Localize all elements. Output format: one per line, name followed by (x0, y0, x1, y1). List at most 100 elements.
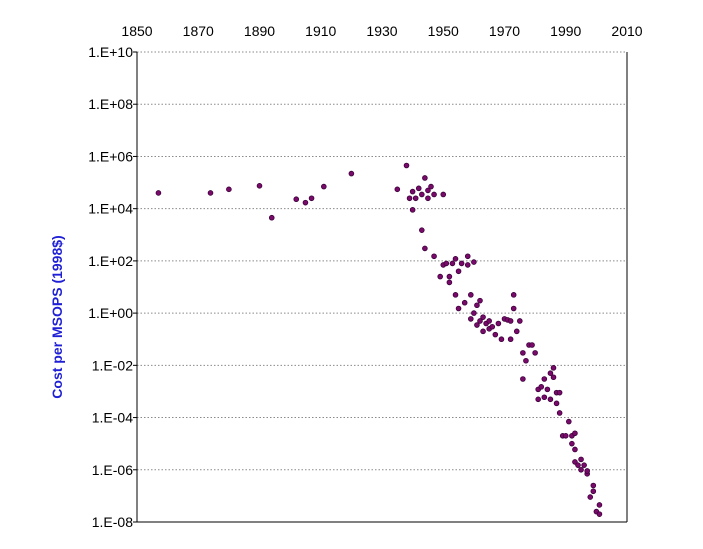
data-point (455, 305, 462, 312)
x-tick-label: 1970 (489, 23, 520, 39)
data-point (394, 186, 401, 193)
x-tick-label: 1990 (550, 23, 581, 39)
data-point (474, 302, 480, 309)
data-point (489, 323, 496, 330)
data-point (566, 418, 572, 425)
x-tick-label: 1870 (183, 23, 214, 39)
data-point (321, 183, 327, 190)
data-point (562, 433, 569, 439)
data-point (590, 482, 597, 489)
data-point (468, 316, 474, 322)
data-point (409, 207, 416, 213)
x-tick-label: 1890 (244, 23, 275, 39)
data-point (520, 376, 526, 382)
y-tick-label: 1.E+10 (88, 44, 133, 60)
data-point (419, 191, 425, 198)
data-point (529, 342, 535, 348)
data-point (507, 336, 514, 343)
data-point (569, 440, 575, 447)
data-point (590, 488, 597, 495)
data-point (507, 318, 514, 324)
x-tick-label: 1930 (366, 23, 397, 39)
data-point (422, 245, 428, 252)
data-point (498, 336, 505, 343)
data-point (535, 396, 541, 403)
data-point (547, 396, 554, 403)
data-point (523, 357, 529, 364)
y-tick-label: 1.E-08 (92, 514, 133, 530)
data-point (455, 268, 462, 275)
data-point (556, 389, 563, 396)
data-point (302, 199, 309, 206)
data-point (520, 350, 526, 356)
y-tick-label: 1.E+00 (88, 305, 133, 321)
data-point (544, 386, 551, 393)
data-point (581, 462, 587, 468)
data-point (452, 292, 459, 298)
x-tick-label: 2010 (611, 23, 642, 39)
data-point (458, 260, 465, 267)
y-tick-label: 1.E-02 (92, 357, 133, 373)
data-point (443, 260, 450, 267)
data-point (425, 195, 431, 202)
data-point (422, 175, 428, 181)
y-tick-label: 1.E+06 (88, 148, 133, 164)
data-point (449, 260, 456, 267)
data-point (480, 314, 486, 320)
data-point (510, 305, 517, 312)
data-point (464, 253, 471, 260)
data-point (471, 259, 477, 265)
data-point (532, 350, 538, 356)
gridlines (137, 51, 627, 471)
data-point (446, 279, 453, 286)
data-point (431, 253, 437, 260)
data-point (572, 446, 578, 453)
data-point (578, 456, 584, 463)
data-point (477, 297, 483, 304)
y-tick-label: 1.E-04 (92, 410, 133, 426)
x-tick-labels: 1850 1870 1890 1910 1930 1950 1970 1990 2010 (121, 23, 642, 39)
data-point (268, 214, 275, 221)
data-point (403, 162, 410, 169)
data-point (572, 430, 578, 437)
data-point (308, 195, 315, 202)
data-point (464, 262, 471, 268)
data-point (587, 494, 594, 500)
data-point (553, 400, 560, 407)
y-tick-label: 1.E+08 (88, 96, 133, 112)
data-point (513, 328, 520, 335)
data-point (495, 320, 502, 327)
y-tick-label: 1.E+02 (88, 253, 133, 269)
data-point (428, 183, 434, 190)
data-point (477, 318, 483, 324)
data-point (293, 196, 300, 203)
data-point (409, 188, 416, 195)
data-point (492, 331, 499, 338)
data-point (550, 365, 557, 371)
data-point (538, 384, 545, 390)
x-tick-label: 1950 (428, 23, 459, 39)
x-tick-label: 1850 (121, 23, 152, 39)
y-tick-label: 1.E+04 (88, 201, 133, 217)
data-point (486, 318, 492, 324)
data-point (596, 511, 603, 517)
data-point (207, 190, 214, 196)
data-point (155, 190, 162, 196)
data-point (468, 292, 474, 298)
data-point (226, 186, 232, 193)
data-point (510, 292, 517, 298)
y-tick-label: 1.E-06 (92, 462, 133, 478)
data-point (471, 310, 477, 316)
data-point (575, 462, 581, 468)
data-point (547, 370, 554, 376)
data-point (412, 195, 419, 202)
data-point (348, 170, 355, 177)
data-point (541, 376, 548, 382)
data-point (480, 328, 486, 335)
data-point (556, 410, 563, 416)
x-tick-label: 1910 (305, 23, 336, 39)
data-point (256, 183, 263, 189)
data-point (474, 322, 480, 328)
data-point (517, 318, 523, 324)
